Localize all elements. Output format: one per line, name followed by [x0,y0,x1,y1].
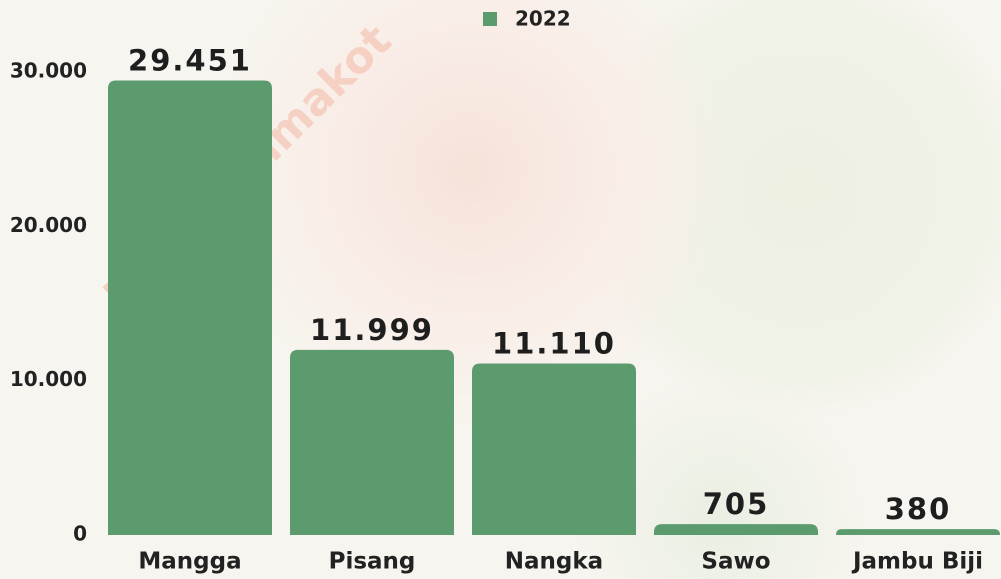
page: https://bimakot 010.00020.00030.0002022M… [0,0,1001,579]
bar [654,524,818,535]
legend-label: 2022 [515,7,571,31]
chart: https://bimakot 010.00020.00030.0002022M… [0,0,1001,579]
value-label: 29.451 [128,43,252,77]
x-tick-label: Jambu Biji [851,549,983,575]
y-tick-label: 20.000 [10,213,87,237]
y-tick-label: 0 [73,522,87,546]
x-tick-label: Nangka [505,549,603,575]
legend-swatch [483,12,497,26]
bar [836,529,1000,535]
x-tick-label: Mangga [138,549,241,575]
value-label: 380 [885,492,952,526]
x-tick-label: Pisang [329,549,416,575]
bar [472,364,636,535]
bar [108,80,272,535]
value-label: 705 [703,487,770,521]
y-tick-label: 10.000 [10,367,87,391]
y-tick-label: 30.000 [10,59,87,83]
bar [290,350,454,535]
value-label: 11.999 [310,313,434,347]
x-tick-label: Sawo [701,549,770,575]
value-label: 11.110 [492,327,616,361]
